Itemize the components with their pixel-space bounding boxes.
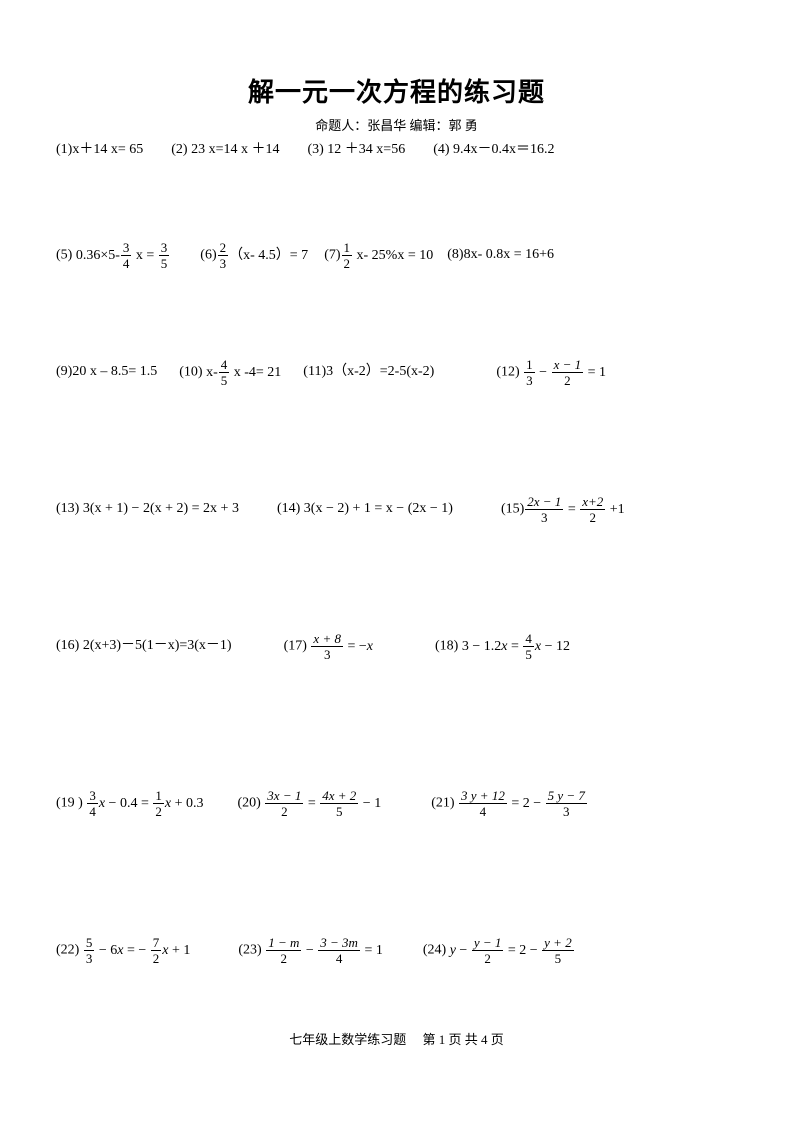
problem-label: (10) xyxy=(179,365,202,380)
problem-label: (23) xyxy=(238,943,261,958)
problem-row: (1)x＋14 x= 65 (2) 23 x=14 x ＋14 (3) 12 ＋34… xyxy=(56,142,737,159)
problem-label: (6) xyxy=(200,248,216,263)
problem-item: (2) 23 x=14 x ＋14 xyxy=(171,142,279,159)
problem-label: (19 ) xyxy=(56,796,83,811)
problem-item: (12) 13 − x − 12 = 1 xyxy=(496,358,606,387)
problem-label: (17) xyxy=(284,639,307,654)
problem-text: x＋14 x= 65 xyxy=(72,142,143,157)
problem-label: (20) xyxy=(237,796,260,811)
problem-item: (9)20 x – 8.5= 1.5 xyxy=(56,364,157,381)
problem-text: 20 x – 8.5= 1.5 xyxy=(72,364,157,379)
problem-label: (4) xyxy=(433,142,449,157)
problem-expression: 23（x- 4.5）= 7 xyxy=(217,248,309,263)
problem-label: (12) xyxy=(496,365,519,380)
problem-expression: x + 83 = −x xyxy=(307,639,373,654)
problem-item: (4) 9.4x－0.4x＝16.2 xyxy=(433,142,554,159)
problem-row: (19 ) 34x − 0.4 = 12x + 0.3 (20) 3x − 12 … xyxy=(56,789,737,818)
problem-label: (15) xyxy=(501,502,524,517)
problem-label: (2) xyxy=(171,142,187,157)
problem-item: (24) y − y − 12 = 2 − y + 25 xyxy=(423,936,575,965)
page: 解一元一次方程的练习题 命题人：张昌华 编辑：郭 勇 (1)x＋14 x= 65… xyxy=(0,0,793,1122)
problem-item: (21) 3 y + 124 = 2 − 5 y − 73 xyxy=(431,789,588,818)
problem-item: (13) 3(x + 1) − 2(x + 2) = 2x + 3 xyxy=(56,501,239,518)
problem-label: (18) xyxy=(435,639,458,654)
problem-item: (10) x-45 x -4= 21 xyxy=(179,358,281,387)
problem-label: (5) xyxy=(56,248,72,263)
problem-label: (22) xyxy=(56,943,79,958)
problem-item: (20) 3x − 12 = 4x + 25 − 1 xyxy=(237,789,381,818)
footer-left: 七年级上数学练习题 xyxy=(289,1032,406,1047)
problem-expression: 2x − 13 = x+22 +1 xyxy=(524,502,624,517)
problem-text: 3(x + 1) − 2(x + 2) = 2x + 3 xyxy=(79,501,239,516)
problem-text: 3(x − 2) + 1 = x − (2x − 1) xyxy=(300,501,453,516)
problem-expression: 12 x- 25%x = 10 xyxy=(341,248,434,263)
problem-label: (11) xyxy=(303,364,326,379)
problem-label: (13) xyxy=(56,501,79,516)
footer-right: 第 1 页 共 4 页 xyxy=(423,1032,504,1047)
problem-expression: 1 − m2 − 3 − 3m4 = 1 xyxy=(262,943,383,958)
problem-expression: 3x − 12 = 4x + 25 − 1 xyxy=(261,796,381,811)
problem-item: (19 ) 34x − 0.4 = 12x + 0.3 xyxy=(56,789,203,818)
page-subtitle: 命题人：张昌华 编辑：郭 勇 xyxy=(56,115,737,134)
problem-expression: 34x − 0.4 = 12x + 0.3 xyxy=(83,796,204,811)
problem-item: (16) 2(x+3)－5(1－x)=3(x－1) xyxy=(56,638,232,655)
problem-label: (9) xyxy=(56,364,72,379)
problem-row: (16) 2(x+3)－5(1－x)=3(x－1) (17) x + 83 = −… xyxy=(56,632,737,661)
problem-expression: 3 − 1.2x = 45x − 12 xyxy=(458,639,570,654)
problems-container: (1)x＋14 x= 65 (2) 23 x=14 x ＋14 (3) 12 ＋34… xyxy=(56,142,737,965)
problem-text: 23 x=14 x ＋14 xyxy=(188,142,280,157)
problem-item: (6)23（x- 4.5）= 7 xyxy=(200,241,308,270)
problem-expression: y − y − 12 = 2 − y + 25 xyxy=(446,943,575,958)
problem-row: (13) 3(x + 1) − 2(x + 2) = 2x + 3 (14) 3(… xyxy=(56,495,737,524)
page-title: 解一元一次方程的练习题 xyxy=(56,72,737,109)
problem-item: (15)2x − 13 = x+22 +1 xyxy=(501,495,625,524)
problem-label: (8) xyxy=(447,247,463,262)
page-footer: 七年级上数学练习题 第 1 页 共 4 页 xyxy=(0,1029,793,1048)
problem-text: 9.4x－0.4x＝16.2 xyxy=(450,142,555,157)
problem-item: (1)x＋14 x= 65 xyxy=(56,142,143,159)
problem-label: (3) xyxy=(307,142,323,157)
problem-item: (23) 1 − m2 − 3 − 3m4 = 1 xyxy=(238,936,382,965)
problem-label: (14) xyxy=(277,501,300,516)
problem-item: (11)3（x-2）=2-5(x-2) xyxy=(303,364,434,381)
problem-item: (22) 53 − 6x = − 72x + 1 xyxy=(56,936,190,965)
problem-item: (5) 0.36×5-34 x = 35 xyxy=(56,241,170,270)
problem-text: 2(x+3)－5(1－x)=3(x－1) xyxy=(79,638,231,653)
problem-item: (3) 12 ＋34 x=56 xyxy=(307,142,405,159)
problem-label: (7) xyxy=(324,248,340,263)
problem-expression: 13 − x − 12 = 1 xyxy=(520,365,606,380)
problem-item: (8)8x- 0.8x = 16+6 xyxy=(447,247,554,264)
problem-expression: 53 − 6x = − 72x + 1 xyxy=(79,943,190,958)
problem-item: (18) 3 − 1.2x = 45x − 12 xyxy=(435,632,570,661)
problem-expression: x-45 x -4= 21 xyxy=(203,365,282,380)
problem-row: (5) 0.36×5-34 x = 35 (6)23（x- 4.5）= 7 (7)1… xyxy=(56,241,737,270)
problem-row: (9)20 x – 8.5= 1.5 (10) x-45 x -4= 21 (11)… xyxy=(56,358,737,387)
problem-label: (16) xyxy=(56,638,79,653)
problem-text: 12 ＋34 x=56 xyxy=(324,142,405,157)
problem-item: (17) x + 83 = −x xyxy=(284,632,373,661)
problem-item: (7)12 x- 25%x = 10 xyxy=(324,241,433,270)
problem-expression: 3 y + 124 = 2 − 5 y − 73 xyxy=(455,796,588,811)
problem-item: (14) 3(x − 2) + 1 = x − (2x − 1) xyxy=(277,501,453,518)
problem-text: 8x- 0.8x = 16+6 xyxy=(464,247,554,262)
problem-label: (21) xyxy=(431,796,454,811)
problem-label: (24) xyxy=(423,943,446,958)
problem-expression: 0.36×5-34 x = 35 xyxy=(72,248,170,263)
problem-text: 3（x-2）=2-5(x-2) xyxy=(326,364,434,379)
problem-label: (1) xyxy=(56,142,72,157)
problem-row: (22) 53 − 6x = − 72x + 1 (23) 1 − m2 − 3 … xyxy=(56,936,737,965)
